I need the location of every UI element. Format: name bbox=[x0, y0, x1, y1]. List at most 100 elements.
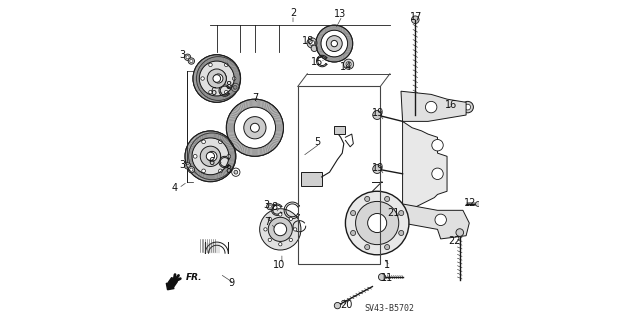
Text: 21: 21 bbox=[387, 208, 400, 218]
Circle shape bbox=[267, 203, 273, 210]
Circle shape bbox=[268, 217, 292, 241]
Text: FR.: FR. bbox=[186, 272, 202, 281]
Circle shape bbox=[260, 209, 301, 250]
Circle shape bbox=[268, 238, 271, 241]
Bar bbox=[334, 126, 346, 134]
Circle shape bbox=[289, 217, 292, 220]
Circle shape bbox=[365, 245, 370, 250]
Circle shape bbox=[367, 213, 387, 233]
Circle shape bbox=[190, 168, 193, 171]
Text: 16: 16 bbox=[445, 100, 457, 110]
Circle shape bbox=[214, 74, 223, 83]
Circle shape bbox=[346, 62, 351, 67]
Circle shape bbox=[412, 16, 419, 24]
Circle shape bbox=[432, 139, 444, 151]
Circle shape bbox=[250, 123, 259, 132]
Text: 4: 4 bbox=[172, 183, 177, 193]
Circle shape bbox=[232, 168, 240, 176]
Text: 2: 2 bbox=[290, 8, 296, 19]
Circle shape bbox=[268, 205, 271, 208]
Text: 8: 8 bbox=[226, 165, 232, 175]
Circle shape bbox=[218, 140, 222, 144]
Circle shape bbox=[278, 242, 282, 246]
Circle shape bbox=[399, 211, 404, 216]
Text: 7: 7 bbox=[264, 217, 271, 227]
Circle shape bbox=[385, 245, 390, 250]
Text: 5: 5 bbox=[314, 137, 321, 147]
Circle shape bbox=[331, 41, 337, 47]
Circle shape bbox=[334, 302, 340, 309]
Circle shape bbox=[351, 230, 356, 235]
Circle shape bbox=[231, 83, 239, 92]
Circle shape bbox=[232, 77, 236, 80]
Polygon shape bbox=[403, 93, 447, 213]
Circle shape bbox=[225, 90, 228, 94]
Text: 12: 12 bbox=[464, 198, 476, 208]
Circle shape bbox=[346, 191, 409, 255]
Text: 22: 22 bbox=[448, 236, 460, 247]
Text: 20: 20 bbox=[340, 300, 352, 310]
Circle shape bbox=[274, 223, 287, 236]
Text: 19: 19 bbox=[372, 108, 384, 118]
Circle shape bbox=[218, 169, 222, 173]
Circle shape bbox=[234, 85, 237, 89]
Circle shape bbox=[278, 213, 282, 216]
Circle shape bbox=[193, 55, 241, 102]
Text: 6: 6 bbox=[208, 157, 214, 167]
Circle shape bbox=[201, 77, 204, 80]
Circle shape bbox=[188, 167, 195, 173]
Circle shape bbox=[372, 111, 381, 120]
Circle shape bbox=[190, 59, 193, 63]
Text: 10: 10 bbox=[273, 260, 285, 270]
Circle shape bbox=[184, 163, 191, 169]
Text: 18: 18 bbox=[302, 36, 314, 46]
Circle shape bbox=[184, 54, 191, 60]
Circle shape bbox=[211, 70, 227, 86]
Circle shape bbox=[185, 131, 236, 182]
Circle shape bbox=[432, 168, 444, 180]
Circle shape bbox=[204, 148, 221, 165]
Circle shape bbox=[234, 170, 237, 174]
Circle shape bbox=[264, 228, 267, 231]
Circle shape bbox=[316, 25, 353, 62]
Circle shape bbox=[207, 69, 227, 88]
Circle shape bbox=[399, 230, 404, 235]
Circle shape bbox=[356, 201, 399, 245]
Circle shape bbox=[209, 63, 212, 67]
Circle shape bbox=[193, 154, 197, 158]
Circle shape bbox=[344, 59, 354, 69]
Circle shape bbox=[385, 210, 394, 218]
Text: 1: 1 bbox=[384, 260, 390, 270]
Circle shape bbox=[202, 169, 205, 173]
Text: 9: 9 bbox=[228, 278, 235, 288]
Text: 19: 19 bbox=[372, 163, 384, 174]
Polygon shape bbox=[403, 204, 469, 239]
Circle shape bbox=[326, 36, 342, 51]
Text: 3: 3 bbox=[180, 50, 186, 60]
Circle shape bbox=[209, 90, 212, 94]
Text: 11: 11 bbox=[381, 273, 394, 283]
Circle shape bbox=[311, 45, 317, 51]
Circle shape bbox=[207, 152, 217, 161]
Text: 3: 3 bbox=[180, 160, 186, 170]
Circle shape bbox=[289, 238, 292, 241]
Text: 8: 8 bbox=[226, 81, 232, 91]
Circle shape bbox=[351, 211, 356, 216]
Circle shape bbox=[200, 146, 221, 167]
Circle shape bbox=[206, 152, 214, 160]
Circle shape bbox=[294, 228, 297, 231]
Circle shape bbox=[307, 38, 317, 48]
Circle shape bbox=[227, 154, 230, 158]
Circle shape bbox=[196, 56, 240, 100]
Text: 13: 13 bbox=[333, 9, 346, 19]
Circle shape bbox=[186, 164, 189, 167]
Circle shape bbox=[244, 117, 266, 139]
Circle shape bbox=[186, 56, 189, 59]
Text: SV43-B5702: SV43-B5702 bbox=[365, 304, 415, 313]
Circle shape bbox=[426, 101, 437, 113]
Circle shape bbox=[227, 99, 284, 156]
Circle shape bbox=[225, 63, 228, 67]
Circle shape bbox=[385, 197, 390, 202]
Text: 3: 3 bbox=[263, 200, 269, 210]
Circle shape bbox=[189, 133, 236, 180]
